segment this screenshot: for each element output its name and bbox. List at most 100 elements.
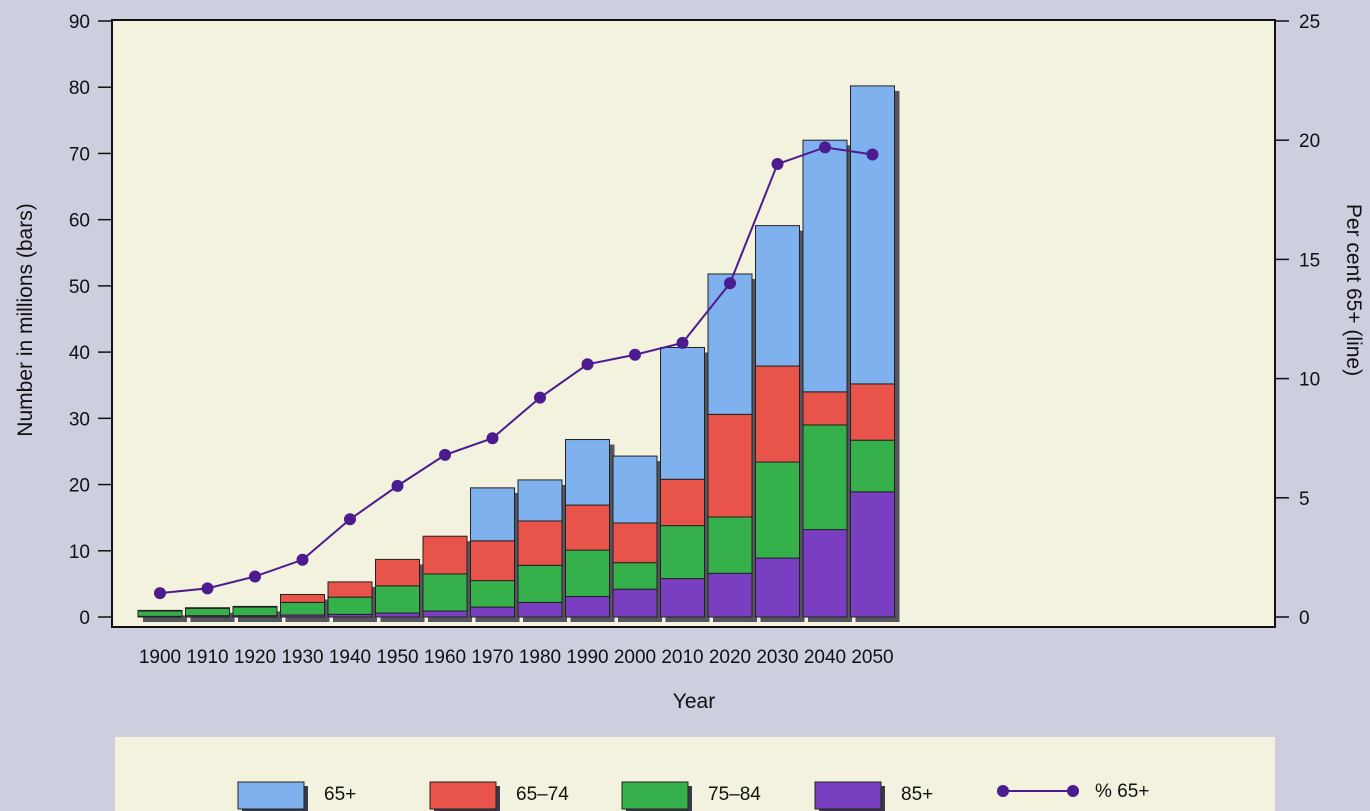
y2-tick-label: 5 (1299, 489, 1310, 510)
legend-swatch-65-74 (429, 781, 497, 810)
bar-segment-85--1950 (375, 612, 420, 618)
y-tick-label: 90 (69, 12, 90, 33)
x-tick-label-2030: 2030 (756, 647, 798, 668)
bar-segment-65--2000 (612, 455, 658, 524)
x-tick-label-1940: 1940 (329, 647, 371, 668)
bar-segment-65--1970 (470, 487, 515, 542)
bar-segment-85--1990 (565, 595, 610, 618)
y-tick-label: 40 (69, 343, 90, 364)
x-tick-label-1990: 1990 (566, 647, 608, 668)
legend-swatch-65- (237, 781, 305, 810)
bar-segment-85--2040 (802, 529, 848, 618)
y2-axis-title: Per cent 65+ (line) (1342, 204, 1365, 376)
y-tick-label: 50 (69, 277, 90, 298)
y-axis-title: Number in millions (bars) (14, 203, 37, 436)
bar-segment-65-74-2010 (660, 478, 705, 527)
bar-segment-75-84-2010 (660, 525, 705, 580)
y-tick-label: 0 (79, 608, 90, 629)
line-point-2000 (629, 348, 641, 361)
bar-segment-85--1970 (470, 606, 515, 618)
bar-segment-85--2010 (660, 578, 705, 618)
line-point-2040 (819, 141, 831, 154)
legend-swatch-85- (814, 781, 882, 810)
bar-shadow (143, 615, 187, 622)
y2-tick-label: 0 (1299, 608, 1310, 629)
bar-segment-75-84-2050 (850, 439, 895, 493)
legend-panel (115, 737, 1275, 811)
bar-segment-65-74-1960 (422, 535, 468, 575)
bar-segment-75-84-1940 (327, 596, 373, 615)
legend-swatch-75-84 (621, 781, 689, 810)
bar-segment-65--2030 (755, 225, 800, 367)
bar-segment-65--1980 (517, 479, 563, 522)
bar-segment-65-74-1940 (327, 581, 373, 598)
bar-segment-65-74-2020 (707, 413, 753, 518)
legend: 65+ 65–74 75–84 85+ % 65+ (115, 737, 1275, 811)
bar-segment-65-74-2000 (612, 522, 658, 564)
bar-segment-85--1980 (517, 601, 563, 618)
bar-segment-85--2050 (850, 491, 895, 618)
plot-frame (111, 19, 1276, 628)
bar-segment-65--2020 (707, 273, 753, 415)
x-tick-label-1900: 1900 (139, 647, 181, 668)
line-point-1980 (534, 391, 546, 404)
y-tick-label: 70 (69, 144, 90, 165)
x-tick-label-2040: 2040 (804, 647, 846, 668)
x-tick-label-2000: 2000 (614, 647, 656, 668)
x-tick-label-1970: 1970 (471, 647, 513, 668)
legend-line-marker (1067, 785, 1079, 797)
line-point-1990 (581, 358, 594, 371)
bar-segment-65-74-1920 (232, 605, 278, 608)
legend-label-65-74: 65–74 (516, 784, 569, 805)
line-point-1920 (249, 570, 261, 583)
x-tick-label-1920: 1920 (234, 647, 276, 668)
bar-segment-65-74-2030 (755, 365, 800, 463)
y-tick-label: 10 (69, 542, 90, 563)
bar-segment-65-74-2040 (802, 391, 848, 426)
x-tick-label-1960: 1960 (424, 647, 466, 668)
bar-segment-75-84-1930 (280, 601, 325, 616)
bar-segment-65-74-1970 (470, 540, 515, 582)
legend-label-75-84: 75–84 (708, 784, 761, 805)
bar-segment-65-74-2050 (850, 383, 895, 441)
bar-segment-65-74-1910 (185, 607, 230, 609)
bar-segment-85--2020 (707, 572, 753, 618)
line-pct-65plus (159, 146, 873, 595)
x-axis-title: Year (673, 690, 715, 713)
x-tick-label-2020: 2020 (709, 647, 751, 668)
line-point-1970 (486, 432, 499, 445)
line-point-2030 (771, 158, 784, 171)
bar-segment-65--1990 (565, 439, 610, 506)
bar-segment-75-84-1910 (185, 607, 230, 617)
x-tick-label-1950: 1950 (376, 647, 418, 668)
line-point-1910 (201, 582, 214, 595)
legend-line-marker (997, 785, 1009, 797)
legend-label-65-: 65+ (324, 784, 356, 805)
y-tick-label: 80 (69, 78, 90, 99)
y2-tick-label: 20 (1299, 131, 1320, 152)
bar-segment-65-74-1990 (565, 504, 610, 551)
bar-segment-65--2040 (802, 139, 848, 393)
legend-label-85-: 85+ (901, 784, 933, 805)
line-point-2020 (724, 277, 736, 290)
x-tick-label-1980: 1980 (519, 647, 561, 668)
y-tick-label: 20 (69, 476, 90, 497)
x-tick-label-1910: 1910 (186, 647, 228, 668)
bar-segment-75-84-1920 (232, 606, 278, 617)
x-tick-label-1930: 1930 (281, 647, 323, 668)
bar-segment-65-74-1980 (517, 520, 563, 566)
bar-segment-75-84-1970 (470, 580, 515, 608)
bar-segment-75-84-1980 (517, 564, 563, 603)
bar-segment-75-84-1960 (422, 573, 468, 612)
y-tick-label: 30 (69, 409, 90, 430)
line-point-1930 (296, 553, 309, 566)
bar-segment-65-74-1950 (375, 558, 420, 587)
x-tick-label-2010: 2010 (661, 647, 703, 668)
bar-segment-75-84-2030 (755, 461, 800, 559)
bar-segment-65-74-1900 (137, 609, 183, 612)
bar-segment-85--2000 (612, 588, 658, 618)
line-point-2010 (676, 336, 689, 349)
bar-segment-75-84-2020 (707, 516, 753, 574)
